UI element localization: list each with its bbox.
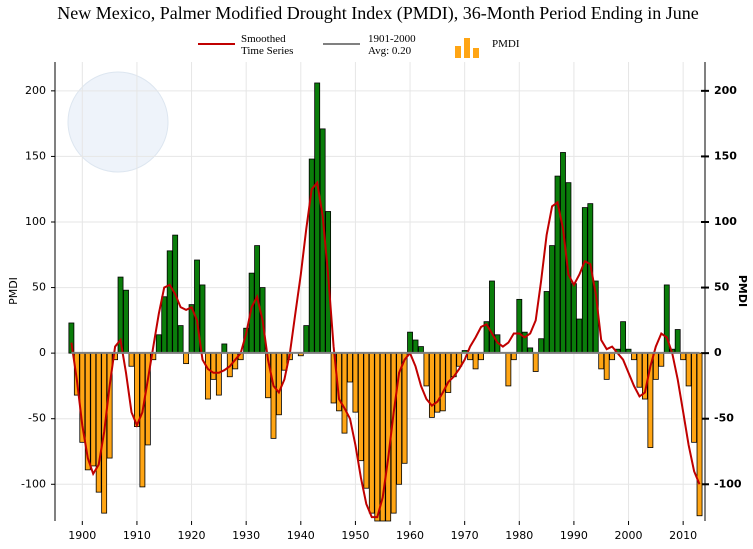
x-tick-label: 1900 xyxy=(68,529,96,542)
bar xyxy=(270,352,277,439)
bar xyxy=(314,82,321,354)
bar xyxy=(205,352,211,400)
y2-tick-label: 100 xyxy=(714,215,737,228)
bar xyxy=(472,352,479,370)
y2-tick-label: 150 xyxy=(714,149,737,162)
legend-label: Smoothed Time Series xyxy=(241,33,294,57)
legend-swatch xyxy=(473,48,479,58)
bar xyxy=(538,338,545,354)
bar xyxy=(598,352,605,370)
bar xyxy=(658,352,665,367)
bar xyxy=(674,329,681,354)
bar xyxy=(576,318,583,354)
y-tick-label: -50 xyxy=(28,412,46,425)
bar xyxy=(680,352,687,361)
bar xyxy=(123,289,129,354)
x-tick-label: 1990 xyxy=(560,529,588,542)
bar xyxy=(177,325,184,354)
y-tick-label: 150 xyxy=(25,149,46,162)
bar xyxy=(467,352,474,361)
y-axis-label: PMDI xyxy=(7,277,20,305)
bar xyxy=(221,343,228,354)
x-tick-label: 2010 xyxy=(669,529,697,542)
bar xyxy=(374,352,381,522)
x-tick-label: 1970 xyxy=(451,529,479,542)
bar xyxy=(620,321,626,354)
x-tick-label: 1960 xyxy=(396,529,424,542)
y2-tick-label: -50 xyxy=(714,412,734,425)
x-tick-label: 1930 xyxy=(232,529,260,542)
y2-tick-label: 50 xyxy=(714,281,730,294)
bar xyxy=(363,352,370,489)
bar xyxy=(134,352,140,427)
bar xyxy=(401,352,408,464)
bar xyxy=(90,352,97,467)
bar xyxy=(303,325,310,354)
bar xyxy=(570,283,577,354)
y-tick-label: 100 xyxy=(25,215,46,228)
legend-label: PMDI xyxy=(492,38,520,50)
x-tick-label: 1980 xyxy=(505,529,533,542)
x-tick-label: 1920 xyxy=(178,529,206,542)
bar xyxy=(439,352,446,412)
bar xyxy=(603,352,610,380)
bar xyxy=(478,352,484,361)
bar xyxy=(155,334,162,354)
bar xyxy=(631,352,637,361)
bar xyxy=(516,298,523,354)
chart-title: New Mexico, Palmer Modified Drought Inde… xyxy=(57,3,698,24)
bar xyxy=(636,352,643,388)
bar xyxy=(128,352,135,367)
bar xyxy=(691,352,697,443)
bar xyxy=(95,352,102,493)
bar xyxy=(532,352,539,372)
legend-label: 1901-2000 Avg: 0.20 xyxy=(368,33,416,57)
bar xyxy=(210,352,217,380)
bar xyxy=(549,245,555,354)
legend-swatch xyxy=(464,38,470,58)
bar xyxy=(412,339,419,354)
bar xyxy=(543,291,550,354)
bar xyxy=(489,280,495,354)
bar xyxy=(428,352,435,418)
bar xyxy=(368,352,375,514)
bar xyxy=(215,352,222,396)
y2-tick-label: 0 xyxy=(714,346,722,359)
bar xyxy=(407,331,413,354)
x-tick-label: 2000 xyxy=(615,529,643,542)
legend-swatch xyxy=(455,46,461,58)
bar xyxy=(139,352,146,488)
bar xyxy=(166,250,173,354)
bar xyxy=(352,352,359,413)
bar xyxy=(581,207,588,354)
bar xyxy=(685,352,692,387)
bar xyxy=(276,352,282,416)
y2-axis-label: PMDI xyxy=(736,275,749,307)
bar xyxy=(510,352,517,361)
y2-tick-label: 200 xyxy=(714,84,737,97)
y-tick-label: 0 xyxy=(39,346,46,359)
bar xyxy=(505,352,512,387)
bar xyxy=(161,296,168,354)
y-tick-label: 50 xyxy=(32,281,46,294)
y-tick-label: 200 xyxy=(25,84,46,97)
x-tick-label: 1950 xyxy=(341,529,369,542)
bar xyxy=(560,152,566,354)
x-tick-label: 1940 xyxy=(287,529,315,542)
smoothed-line xyxy=(70,180,701,519)
bar xyxy=(347,352,353,383)
y-tick-label: -100 xyxy=(21,477,46,490)
bar xyxy=(652,352,659,380)
bar xyxy=(183,352,190,365)
bar xyxy=(341,352,348,434)
bar xyxy=(609,352,616,361)
bar xyxy=(423,352,430,387)
x-tick-label: 1910 xyxy=(123,529,151,542)
bar xyxy=(696,352,703,517)
y2-tick-label: -100 xyxy=(714,477,742,490)
bar xyxy=(357,352,364,462)
watermark xyxy=(67,71,169,173)
